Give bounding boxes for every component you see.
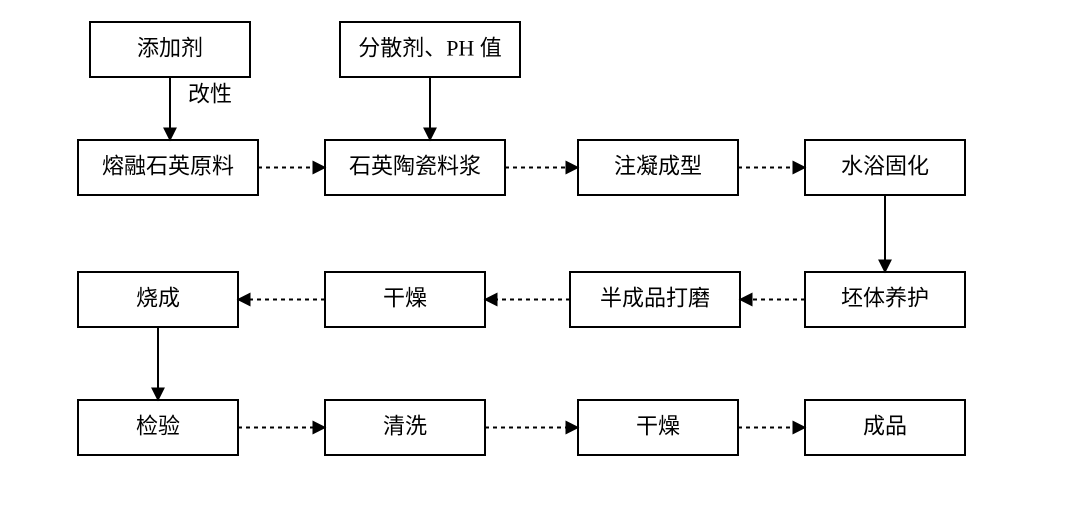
node-inspect: 检验	[78, 400, 238, 455]
node-product: 成品	[805, 400, 965, 455]
node-label: 清洗	[383, 414, 427, 439]
node-fire: 烧成	[78, 272, 238, 327]
node-label: 熔融石英原料	[102, 154, 234, 179]
node-label: 半成品打磨	[600, 286, 710, 311]
node-label: 注凝成型	[614, 154, 702, 179]
node-label: 烧成	[136, 286, 180, 311]
flowchart-canvas: 添加剂 分散剂、PH 值熔融石英原料 石英陶瓷料浆 注凝成型 水浴固化坯体养护 半成品打磨…	[0, 0, 1075, 517]
node-cure: 坯体养护	[805, 272, 965, 327]
node-dry2: 干燥	[578, 400, 738, 455]
node-label: 干燥	[383, 286, 427, 311]
node-gelcast: 注凝成型	[578, 140, 738, 195]
node-label: 成品	[863, 414, 907, 439]
edges-layer	[158, 77, 885, 428]
node-wash: 清洗	[325, 400, 485, 455]
node-raw: 熔融石英原料	[78, 140, 258, 195]
node-label: 石英陶瓷料浆	[349, 154, 481, 179]
node-dry1: 干燥	[325, 272, 485, 327]
node-label: 坯体养护	[841, 286, 929, 311]
node-label: 水浴固化	[841, 154, 929, 179]
edge-labels-layer: 改性	[188, 82, 232, 107]
node-label: 检验	[136, 414, 180, 439]
node-slurry: 石英陶瓷料浆	[325, 140, 505, 195]
node-additive: 添加剂	[90, 22, 250, 77]
node-label: 干燥	[636, 414, 680, 439]
node-waterbath: 水浴固化	[805, 140, 965, 195]
node-grind: 半成品打磨	[570, 272, 740, 327]
node-label: 分散剂、PH 值	[358, 36, 502, 61]
edge-label-additive-raw: 改性	[188, 82, 232, 107]
node-label: 添加剂	[137, 36, 203, 61]
node-dispersant: 分散剂、PH 值	[340, 22, 520, 77]
